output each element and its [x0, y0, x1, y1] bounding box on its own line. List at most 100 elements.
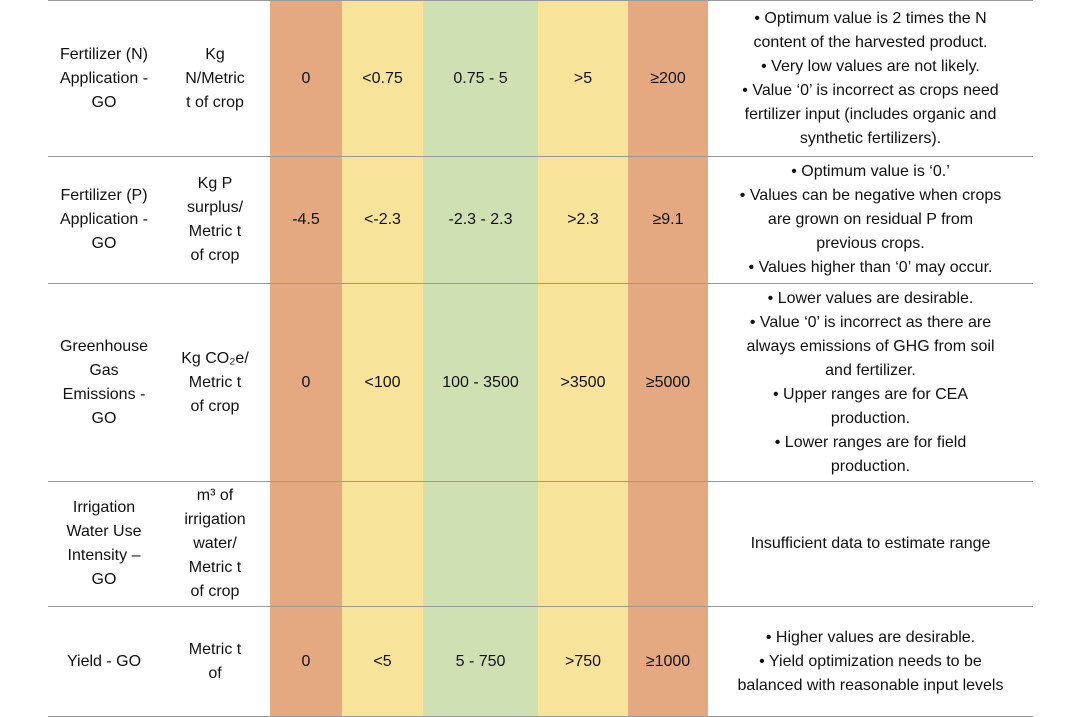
range-cell	[423, 481, 538, 607]
note-line: • Yield optimization needs to be	[759, 652, 982, 670]
note-line: • Optimum value is ‘0.’	[791, 163, 950, 180]
indicator-line: Fertilizer (N)	[60, 45, 148, 63]
note-line: • Lower ranges are for field	[774, 433, 967, 451]
unit-line: t of crop	[186, 93, 244, 111]
indicator-line: Water Use	[66, 523, 142, 540]
range-cell: 0	[270, 283, 342, 482]
table-row: Fertilizer (N) Application - GO Kg N/Metric t…	[48, 0, 1033, 157]
indicator-line: GO	[91, 409, 117, 427]
unit-line: Kg P	[197, 175, 233, 192]
range-cell	[270, 481, 342, 607]
indicator-line: GO	[91, 93, 117, 111]
unit-line: Metric t	[188, 640, 242, 658]
unit-line: of crop	[190, 397, 240, 415]
indicator-line: GO	[91, 571, 117, 588]
notes-cell: • Lower values are desirable. • Value ‘0’…	[708, 283, 1033, 482]
indicator-line: Greenhouse	[59, 337, 149, 355]
range-cell: <-2.3	[342, 156, 423, 284]
unit-line: m³ of	[196, 487, 234, 504]
range-cell: 0	[270, 606, 342, 717]
notes-cell: • Higher values are desirable. • Yield op…	[708, 606, 1033, 717]
note-line: production.	[830, 457, 911, 475]
range-cell	[628, 481, 708, 607]
indicator-line: Gas	[89, 361, 119, 379]
unit-cell: Kg N/Metric t of crop	[160, 0, 270, 157]
range-cell: >2.3	[538, 156, 628, 284]
notes-cell: • Optimum value is 2 times the N content …	[708, 0, 1033, 157]
note-line: • Value ‘0’ is incorrect as there are	[749, 313, 992, 331]
indicator-line: Yield - GO	[66, 652, 142, 670]
note-line: previous crops.	[816, 235, 925, 252]
unit-cell: Kg CO₂e/Metric t of crop	[160, 283, 270, 482]
table-row: Yield - GO Metric t of 0 <5 5 - 750 >750 ≥1000 •…	[48, 606, 1033, 717]
indicator-cell: Irrigation Water Use Intensity – GO	[48, 481, 160, 607]
note-line: • Higher values are desirable.	[765, 628, 976, 646]
note-line: and fertilizer.	[825, 361, 916, 379]
unit-cell: Kg P surplus/Metric t of crop	[160, 156, 270, 284]
unit-line: water/	[193, 535, 237, 552]
range-cell: 0.75 - 5	[423, 0, 538, 157]
range-cell: <0.75	[342, 0, 423, 157]
note-line: balanced with reasonable input levels	[737, 676, 1004, 694]
indicator-line: Irrigation	[72, 499, 136, 516]
unit-line: surplus/	[186, 199, 244, 216]
note-line: synthetic fertilizers).	[799, 129, 942, 147]
note-line: • Upper ranges are for CEA	[772, 385, 969, 403]
table-row: Greenhouse Gas Emissions - GO Kg CO₂e/Metric…	[48, 283, 1033, 482]
note-line: production.	[830, 409, 911, 427]
note-line: • Very low values are not likely.	[761, 57, 980, 75]
unit-line: Kg	[205, 45, 225, 63]
note-line: are grown on residual P from	[767, 211, 974, 228]
unit-cell: Metric t of	[160, 606, 270, 717]
note-line: • Value ‘0’ is incorrect as crops need	[742, 81, 999, 99]
range-cell: >5	[538, 0, 628, 157]
range-cell: ≥9.1	[628, 156, 708, 284]
notes-cell: Insufficient data to estimate range	[708, 481, 1033, 607]
note-line: fertilizer input (includes organic and	[744, 105, 997, 123]
indicator-cell: Fertilizer (N) Application - GO	[48, 0, 160, 157]
indicator-line: Emissions -	[62, 385, 146, 403]
unit-line: of crop	[190, 247, 240, 264]
range-cell: <100	[342, 283, 423, 482]
note-line: content of the harvested product.	[753, 33, 988, 51]
unit-cell: m³ of irrigation water/Metric t of crop	[160, 481, 270, 607]
indicator-cell: Greenhouse Gas Emissions - GO	[48, 283, 160, 482]
range-cell: -2.3 - 2.3	[423, 156, 538, 284]
range-cell: -4.5	[270, 156, 342, 284]
table-row: Irrigation Water Use Intensity – GO m³ of irr…	[48, 481, 1033, 607]
unit-line: Metric t	[188, 559, 242, 576]
indicator-line: Intensity –	[67, 547, 141, 564]
range-cell: ≥1000	[628, 606, 708, 717]
note-line: always emissions of GHG from soil	[746, 337, 995, 355]
range-cell: 5 - 750	[423, 606, 538, 717]
note-line: • Values can be negative when crops	[739, 187, 1002, 204]
range-cell: ≥200	[628, 0, 708, 157]
unit-line: Kg CO₂e/	[181, 349, 249, 367]
range-cell: >750	[538, 606, 628, 717]
indicator-cell: Fertilizer (P) Application - GO	[48, 156, 160, 284]
unit-line: of	[208, 664, 222, 682]
note-line: • Lower values are desirable.	[767, 289, 974, 307]
table-row: Fertilizer (P) Application - GO Kg P surplus…	[48, 156, 1033, 284]
indicator-line: GO	[91, 235, 117, 252]
note-line: • Optimum value is 2 times the N	[754, 9, 987, 27]
range-cell	[538, 481, 628, 607]
unit-line: N/Metric	[185, 69, 245, 87]
unit-line: of crop	[190, 583, 240, 600]
range-cell	[342, 481, 423, 607]
unit-line: irrigation	[184, 511, 246, 528]
note-line: Insufficient data to estimate range	[750, 535, 991, 552]
range-cell: >3500	[538, 283, 628, 482]
range-table: Fertilizer (N) Application - GO Kg N/Metric t…	[48, 0, 1033, 717]
notes-cell: • Optimum value is ‘0.’ • Values can be n…	[708, 156, 1033, 284]
indicator-line: Fertilizer (P)	[60, 187, 148, 204]
indicator-cell: Yield - GO	[48, 606, 160, 717]
range-cell: ≥5000	[628, 283, 708, 482]
note-line: • Values higher than ‘0’ may occur.	[748, 259, 993, 276]
range-cell: 100 - 3500	[423, 283, 538, 482]
indicator-line: Application -	[59, 211, 149, 228]
range-cell: <5	[342, 606, 423, 717]
unit-line: Metric t	[188, 223, 242, 240]
unit-line: Metric t	[188, 373, 242, 391]
range-cell: 0	[270, 0, 342, 157]
